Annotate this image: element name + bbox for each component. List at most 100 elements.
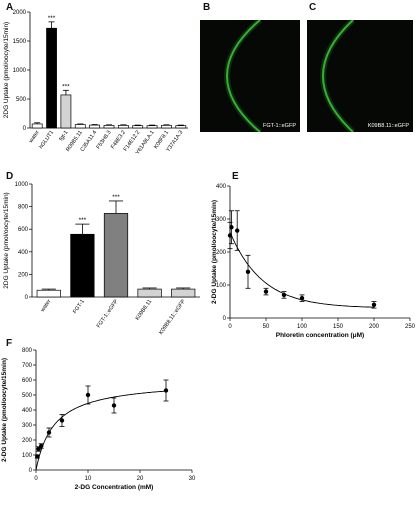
panel-d-label: D xyxy=(6,171,14,182)
panel-f: F 2-DG Uptake (pmol/oocyte/15min) 2-DG Co… xyxy=(0,338,210,500)
y-tick-label: 0 xyxy=(223,316,227,322)
x-tick-label: 30 xyxy=(189,476,196,482)
category-label: water xyxy=(39,299,52,314)
bar xyxy=(175,125,187,129)
panel-c: C K09B8.11::eGFP xyxy=(305,0,420,170)
category-label: hGLUT1 xyxy=(38,130,55,150)
panel-e-label: E xyxy=(232,171,239,182)
y-axis-label: 2-DG Uptake (pmol/oocyte/15min) xyxy=(211,200,218,304)
bar xyxy=(132,125,144,129)
x-tick-label: 150 xyxy=(333,324,344,330)
micrograph-b: FGT-1::eGFP xyxy=(200,20,300,132)
y-tick-label: 1000 xyxy=(15,182,29,188)
fit-curve xyxy=(35,390,167,471)
data-point xyxy=(85,392,91,398)
data-point xyxy=(299,296,305,301)
x-tick-label: 200 xyxy=(369,324,380,330)
panel-a: A 2DG Uptake (pmol/oocyte/15min) 0 500 1000… xyxy=(0,0,195,170)
y-tick-label: 100 xyxy=(216,283,227,289)
chart-d: 2DG Uptake (pmol/oocyte/15min) 0 200 400 600… xyxy=(3,182,200,336)
y-tick-label: 800 xyxy=(18,205,29,211)
chart-f: 2-DG Uptake (pmol/oocyte/15min) 2-DG Conc… xyxy=(1,348,196,491)
panel-c-label: C xyxy=(309,2,317,13)
y-tick-label: 600 xyxy=(22,378,33,384)
panel-b: B FGT-1::eGFP xyxy=(195,0,305,170)
membrane-arc-c xyxy=(320,20,356,132)
significance-label: *** xyxy=(79,217,87,224)
y-tick-label: 1000 xyxy=(13,68,27,74)
y-tick-label: 500 xyxy=(16,97,27,103)
y-tick-label: 1500 xyxy=(13,39,27,45)
membrane-arc-b xyxy=(224,20,262,132)
y-axis-label: 2DG Uptake (pmol/oocyte/15min) xyxy=(3,22,10,118)
bar xyxy=(103,125,115,129)
chart-a: 2DG Uptake (pmol/oocyte/15min) 0 500 1000 15… xyxy=(3,10,188,156)
y-tick-label: 200 xyxy=(22,438,33,444)
x-tick-label: 0 xyxy=(228,324,232,330)
y-tick-label: 300 xyxy=(22,423,33,429)
data-point xyxy=(245,269,251,274)
bar xyxy=(171,288,196,298)
bar xyxy=(89,124,101,129)
bar xyxy=(74,124,86,129)
category-label: FGT-1 xyxy=(72,299,86,315)
bar xyxy=(137,288,162,298)
x-tick-label: 250 xyxy=(405,324,416,330)
y-tick-label: 0 xyxy=(29,468,33,474)
x-tick-label: 0 xyxy=(34,476,38,482)
y-tick-label: 500 xyxy=(22,393,33,399)
y-tick-label: 2000 xyxy=(13,10,27,16)
x-axis-label: 2-DG Concentration (mM) xyxy=(75,484,154,491)
micrograph-c: K09B8.11::eGFP xyxy=(307,20,413,132)
y-tick-label: 400 xyxy=(22,408,33,414)
data-point xyxy=(35,454,40,459)
x-tick-label: 100 xyxy=(297,324,308,330)
x-tick-label: 20 xyxy=(137,476,144,482)
data-point xyxy=(59,418,65,423)
data-point xyxy=(371,302,377,307)
y-tick-label: 400 xyxy=(18,250,29,256)
significance-label: *** xyxy=(48,15,56,22)
category-label: FGT-1::eGFP xyxy=(96,298,120,329)
category-label: water xyxy=(28,130,41,145)
bar xyxy=(70,233,95,298)
x-tick-label: 50 xyxy=(263,324,270,330)
panel-a-label: A xyxy=(6,2,14,13)
bar xyxy=(46,27,57,129)
data-point xyxy=(281,292,287,298)
micrograph-c-caption: K09B8.11::eGFP xyxy=(367,123,409,129)
bar xyxy=(36,289,61,298)
y-tick-label: 700 xyxy=(22,363,33,369)
bar xyxy=(161,125,172,129)
y-tick-label: 0 xyxy=(23,126,27,132)
y-tick-label: 600 xyxy=(18,227,29,233)
data-point xyxy=(263,289,269,294)
panel-e: E 2-DG Uptake (pmol/oocyte/15min) Phloret… xyxy=(210,170,420,340)
data-point xyxy=(39,443,44,449)
data-point xyxy=(163,388,169,393)
chart-e: 2-DG Uptake (pmol/oocyte/15min) Phloretin… xyxy=(211,184,416,339)
y-axis-label: 2DG Uptake (pmol/oocyte/15min) xyxy=(3,192,10,288)
x-axis-label: Phloretin concentration (μM) xyxy=(276,332,364,339)
y-axis-label: 2-DG Uptake (pmol/oocyte/15min) xyxy=(1,358,8,462)
significance-label: *** xyxy=(62,83,70,90)
y-tick-label: 800 xyxy=(22,348,33,354)
data-point xyxy=(46,430,52,435)
significance-label: *** xyxy=(112,194,120,201)
y-tick-label: 0 xyxy=(25,295,29,301)
panel-f-label: F xyxy=(6,338,13,349)
bar xyxy=(103,213,129,298)
x-tick-label: 10 xyxy=(85,476,92,482)
data-point xyxy=(235,228,240,233)
data-point xyxy=(111,403,117,408)
micrograph-b-caption: FGT-1::eGFP xyxy=(262,123,296,129)
bar xyxy=(117,125,129,129)
y-tick-label: 200 xyxy=(18,272,29,278)
panel-b-label: B xyxy=(203,2,211,13)
y-tick-label: 100 xyxy=(22,453,33,459)
panel-d: D 2DG Uptake (pmol/oocyte/15min) 0 200 400 6… xyxy=(0,170,210,336)
category-label: K09B8.11::eGFP xyxy=(158,298,187,335)
category-label: fgt-1 xyxy=(58,130,69,142)
y-tick-label: 200 xyxy=(216,250,227,256)
bar xyxy=(60,94,72,129)
